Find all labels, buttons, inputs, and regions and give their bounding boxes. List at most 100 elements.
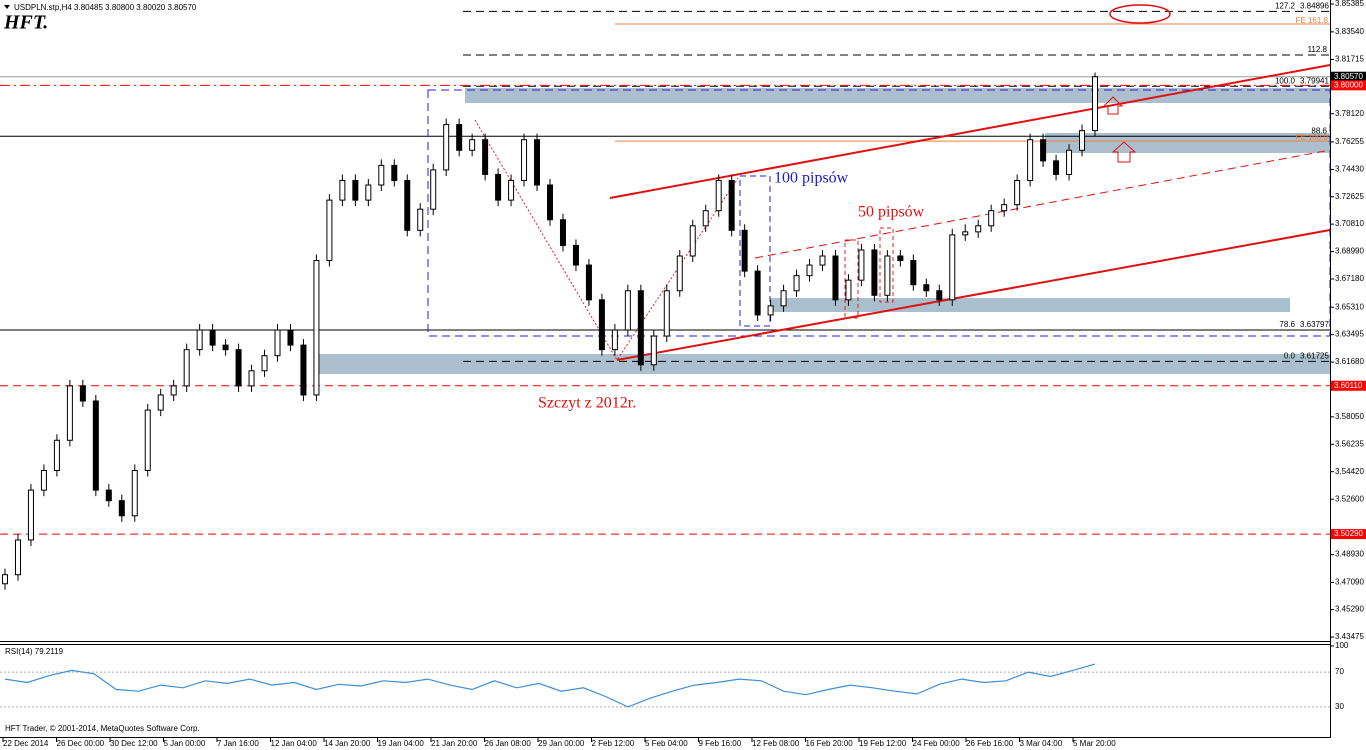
trendline bbox=[616, 229, 1331, 361]
candle-body bbox=[14, 539, 21, 576]
candle-body bbox=[1014, 179, 1021, 206]
candle-body bbox=[767, 305, 774, 316]
candle-body bbox=[819, 255, 826, 266]
price-label: 3.50290 bbox=[1334, 529, 1363, 538]
candle-body bbox=[27, 489, 34, 541]
candle-body bbox=[339, 179, 346, 201]
candle-body bbox=[66, 385, 73, 441]
price-label: 3.60110 bbox=[1334, 381, 1363, 390]
price-label-box bbox=[1331, 71, 1366, 82]
blue-box bbox=[427, 89, 1331, 337]
y-tick-label: 3.61680 bbox=[1335, 357, 1364, 366]
highlight-ellipse bbox=[1109, 4, 1171, 24]
y-tick-label: 3.83540 bbox=[1335, 27, 1364, 36]
candle-body bbox=[871, 249, 878, 296]
x-tick-label: 12 Feb 08:00 bbox=[752, 739, 800, 748]
candle-body bbox=[1053, 160, 1060, 175]
y-tick-label: 3.54420 bbox=[1335, 467, 1364, 476]
x-tick-label: 2 Feb 12:00 bbox=[592, 739, 635, 748]
candle-body bbox=[274, 329, 281, 357]
fibo-label: 0.0 bbox=[1284, 351, 1296, 360]
x-tick-label: 26 Dec 00:00 bbox=[57, 739, 105, 748]
y-tick-label: 70 bbox=[1335, 667, 1344, 676]
candle-body bbox=[79, 385, 86, 402]
x-tick-label: 30 Dec 12:00 bbox=[110, 739, 158, 748]
annotation: 50 pipsów bbox=[858, 204, 925, 221]
zigzag bbox=[474, 119, 739, 361]
candle-body bbox=[430, 169, 437, 210]
y-tick-label: 3.70810 bbox=[1335, 219, 1364, 228]
candle-body bbox=[858, 249, 865, 281]
candle-body bbox=[780, 290, 787, 307]
candle-body bbox=[637, 290, 644, 366]
y-tick-label: 3.74430 bbox=[1335, 165, 1364, 174]
candle-body bbox=[287, 329, 294, 346]
zone bbox=[465, 88, 1330, 103]
fibo-price: 3.79941 bbox=[1300, 76, 1329, 85]
candle-body bbox=[806, 264, 813, 277]
candle-body bbox=[547, 184, 553, 221]
fibo-price: 3.61725 bbox=[1300, 351, 1329, 360]
arrow-up bbox=[1102, 96, 1124, 115]
y-tick-label: 3.67180 bbox=[1335, 274, 1364, 283]
drawings bbox=[427, 4, 1331, 361]
candle-body bbox=[702, 210, 709, 227]
x-tick-label: 24 Feb 00:00 bbox=[913, 739, 961, 748]
candle-body bbox=[391, 164, 398, 181]
x-tick-label: 5 Mar 20:00 bbox=[1073, 739, 1116, 748]
menu-triangle bbox=[4, 5, 10, 9]
x-tick-label: 21 Jan 20:00 bbox=[431, 739, 478, 748]
x-tick-label: 22 Dec 2014 bbox=[3, 739, 49, 748]
candle-body bbox=[572, 244, 579, 266]
candle-body bbox=[1027, 139, 1034, 181]
red-box bbox=[879, 227, 894, 303]
fibo-price: 3.84896 bbox=[1300, 1, 1329, 10]
candle-body bbox=[40, 469, 47, 491]
price-label: 3.80000 bbox=[1334, 80, 1363, 89]
candle-body bbox=[196, 329, 203, 351]
candle-body bbox=[1040, 139, 1047, 162]
candle-body bbox=[728, 179, 735, 231]
y-tick-label: 3.81715 bbox=[1335, 55, 1364, 64]
candle-body bbox=[300, 344, 307, 396]
candle-body bbox=[365, 184, 372, 201]
x-tick-label: 29 Jan 00:00 bbox=[538, 739, 585, 748]
candle-body bbox=[897, 255, 904, 262]
candle-body bbox=[910, 260, 917, 286]
x-tick-label: 12 Jan 04:00 bbox=[271, 739, 318, 748]
candle-body bbox=[144, 409, 151, 471]
header: USDPLN.stp,H4 3.80485 3.80800 3.80020 3.… bbox=[14, 3, 197, 12]
candle-body bbox=[534, 139, 541, 186]
candle-body bbox=[1079, 130, 1086, 151]
candle-body bbox=[832, 255, 839, 301]
price-label-box bbox=[1331, 80, 1366, 91]
candle-body bbox=[170, 385, 177, 396]
candle-body bbox=[663, 290, 670, 337]
fibo-label: 112.8 bbox=[1308, 45, 1328, 54]
fe-label: FE 161.8 bbox=[1296, 16, 1329, 25]
candle-body bbox=[482, 139, 489, 175]
candle-body bbox=[352, 179, 359, 201]
fe-label: FE 100.0 bbox=[1296, 133, 1329, 142]
y-tick-label: 3.52600 bbox=[1335, 494, 1364, 503]
red-box bbox=[844, 239, 859, 319]
footer: HFT Trader, © 2001-2014, MetaQuotes Soft… bbox=[5, 724, 200, 733]
x-tick-label: 5 Feb 04:00 bbox=[645, 739, 688, 748]
candle-body bbox=[235, 349, 242, 387]
x-tick-label: 5 Jan 00:00 bbox=[164, 739, 206, 748]
candle-body bbox=[118, 500, 125, 517]
y-tick-label: 3.47090 bbox=[1335, 578, 1364, 587]
y-tick-label: 3.58050 bbox=[1335, 412, 1364, 421]
rsi-line bbox=[4, 663, 1096, 708]
candle-body bbox=[404, 179, 411, 231]
y-tick-label: 3.48930 bbox=[1335, 550, 1364, 559]
dashed-trendline bbox=[754, 149, 1331, 259]
candle-body bbox=[741, 229, 748, 272]
candle-body bbox=[248, 370, 255, 387]
candle-body bbox=[209, 329, 216, 346]
candle-body bbox=[469, 139, 476, 151]
x-tick-label: 19 Jan 04:00 bbox=[378, 739, 425, 748]
y-tick-label: 3.78120 bbox=[1335, 109, 1364, 118]
candle-body bbox=[1066, 149, 1073, 175]
candle-body bbox=[456, 124, 463, 151]
